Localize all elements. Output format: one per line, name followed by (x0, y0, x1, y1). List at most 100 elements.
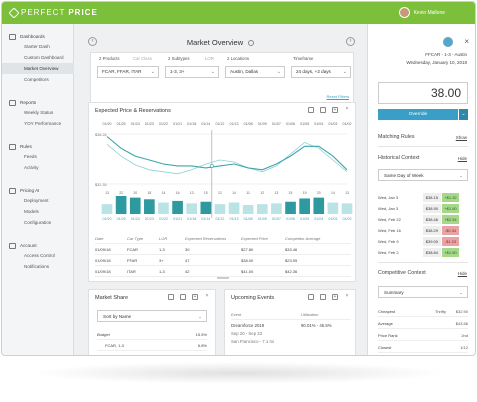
bar-data-label: 18 (147, 191, 151, 195)
sidebar-section-header[interactable]: Dashboards (2, 32, 74, 41)
override-dropdown-button[interactable]: ⌄ (459, 109, 468, 120)
sidebar-item[interactable]: Deployment (24, 198, 49, 203)
export-icon[interactable] (168, 294, 174, 300)
market-share-toolbar: + × (168, 294, 210, 300)
reports-icon (9, 99, 16, 106)
bar-data-label: 15 (204, 191, 208, 195)
download-icon[interactable] (320, 294, 326, 300)
table-header-cell: Expected Reservations (185, 235, 227, 241)
close-icon[interactable]: × (464, 37, 469, 46)
timeframe-select[interactable]: 24 days, +2 days ⌄ (291, 66, 351, 78)
move-icon[interactable]: + (332, 107, 338, 113)
prev-arrow-icon[interactable]: ‹ (88, 37, 97, 46)
hist-row[interactable]: Wed, Jan 3 $38.90 +$1.90 (378, 203, 468, 213)
locations-select[interactable]: Austin, Dallas ⌄ (225, 66, 285, 78)
market-share-row[interactable]: Budget 15.5% (97, 329, 207, 340)
divider (378, 146, 468, 147)
brand-logo[interactable]: PERFECT PRICE (8, 6, 98, 19)
download-icon[interactable] (180, 294, 186, 300)
table-row[interactable]: 01/09/18 FFAR 3+ 47 $38.00 $23.95 (95, 255, 351, 266)
event-row[interactable]: Dreamforce 2019 90.01% - 45.5% Sep 20 - S… (231, 323, 351, 344)
sidebar-item[interactable]: Starter Dash (24, 44, 50, 49)
override-button[interactable]: Override (378, 109, 458, 120)
sidebar-item[interactable]: Weekly Status (24, 110, 54, 115)
comp-select[interactable]: Summary ⌄ (378, 286, 468, 298)
hist-select[interactable]: Same Day of Week ⌄ (378, 169, 468, 181)
sidebar-item[interactable]: Market Overview (2, 63, 74, 74)
sidebar-section: Reports Weekly Status YOY Performance (2, 98, 74, 129)
sidebar-item[interactable]: Custom Dashboard (24, 55, 64, 60)
reservation-bar (299, 198, 310, 214)
hist-row[interactable]: Wed, Feb 22 $38.46 +$2.54 (378, 214, 468, 224)
sidebar-section-title: Account (20, 243, 37, 248)
subtypes-select[interactable]: 1-3, 3+ ⌄ (165, 66, 219, 78)
market-share-name: FCAR, 1-3 (105, 342, 124, 348)
close-icon[interactable]: × (345, 293, 349, 299)
reset-filters-link[interactable]: Reset Filters (326, 94, 349, 99)
y-tick-label: $32.35 (95, 183, 107, 187)
reservation-bar (200, 201, 212, 214)
table-row[interactable]: 01/09/18 FCAR 1-3 30 $27.80 $33.46 (95, 244, 351, 255)
sidebar-item[interactable]: Configuration (24, 220, 52, 225)
sort-select[interactable]: Sort by Name ⌄ (97, 310, 207, 322)
sidebar-section-header[interactable]: Pricing AI (2, 186, 74, 195)
bar-data-label: 11 (246, 191, 250, 195)
gear-icon[interactable] (248, 40, 255, 47)
sidebar-section: Rules Feeds Activity (2, 142, 74, 173)
comp-label: Average (378, 320, 393, 326)
sidebar-section-title: Reports (20, 100, 37, 105)
move-icon[interactable]: + (192, 294, 198, 300)
table-cell: 1-3 (159, 268, 165, 274)
chevron-down-icon: ⌄ (459, 290, 463, 295)
series-line-1 (106, 141, 348, 175)
rules-show-link[interactable]: Show (455, 135, 467, 140)
table-cell: FFAR (127, 257, 138, 263)
detail-date: Wednesday, January 10, 2018 (406, 60, 467, 65)
sidebar-item[interactable]: Access Control (24, 253, 55, 258)
download-icon[interactable] (320, 107, 326, 113)
hist-row[interactable]: Wed, Feb 9 $39.00 -$1.23 (378, 236, 468, 246)
brand-bold: PRICE (68, 8, 98, 17)
sidebar-item[interactable]: YOY Performance (24, 121, 62, 126)
comp-hide-link[interactable]: Hide (457, 271, 467, 276)
export-icon[interactable] (308, 107, 314, 113)
timeframe-value: 24 days, +2 days (296, 69, 331, 74)
export-icon[interactable] (308, 294, 314, 300)
sidebar-item[interactable]: Competitors (24, 77, 49, 82)
hist-hide-link[interactable]: Hide (457, 156, 467, 161)
market-share-row[interactable]: FCAR, 1-3 6.8% (97, 340, 207, 351)
table-cell: $33.46 (285, 246, 298, 252)
app-window: PERFECT PRICE Kevin Mallone Dashboards Sta… (1, 1, 476, 356)
hist-row[interactable]: Wed, Feb 2 $38.84 +$1.50 (378, 247, 468, 257)
products-select[interactable]: FCAR, FFAR, ITAR ⌄ (97, 66, 159, 78)
events-toolbar: + × (308, 294, 350, 300)
chart-card: Expected Price & Reservations + × 01/20 0… (88, 102, 356, 282)
comp-competitor: Thrifty (434, 308, 446, 314)
table-row[interactable]: 01/09/18 ITAR 1-3 42 $41.00 $42.36 (95, 266, 351, 277)
move-icon[interactable]: + (332, 294, 338, 300)
price-input[interactable]: 38.00 (378, 82, 468, 104)
x-tick-label-top: 01/06 (286, 122, 295, 126)
sidebar-item[interactable]: Notifications (24, 264, 50, 269)
hist-change: -$1.23 (442, 236, 459, 246)
sidebar-item[interactable]: Models (24, 209, 39, 214)
pin-icon[interactable] (443, 37, 453, 47)
next-arrow-icon[interactable]: › (346, 37, 355, 46)
resize-handle[interactable] (217, 277, 229, 279)
user-menu[interactable]: Kevin Mallone (398, 7, 445, 18)
products-label: 2 Products (99, 56, 120, 61)
hist-row[interactable]: Wed, Feb 16 $38.29 -$0.34 (378, 225, 468, 235)
sidebar-section-header[interactable]: Reports (2, 98, 74, 107)
sidebar-item[interactable]: Feeds (24, 154, 37, 159)
y-tick-label: $38.26 (95, 133, 107, 137)
close-icon[interactable]: × (345, 106, 349, 112)
sidebar-item[interactable]: Activity (24, 165, 39, 170)
sidebar-section-header[interactable]: Account (2, 241, 74, 250)
close-icon[interactable]: × (205, 293, 209, 299)
locations-value: Austin, Dallas (230, 69, 259, 74)
table-header-row: Date Car Type LOR Expected Reservations Expe… (95, 233, 351, 244)
hist-row[interactable]: Wed, Jan 3 $38.15 +$1.32 (378, 192, 468, 202)
sidebar-section-header[interactable]: Rules (2, 142, 74, 151)
chart-title: Expected Price & Reservations (95, 108, 171, 114)
table-header-cell: Expected Price (241, 235, 268, 241)
